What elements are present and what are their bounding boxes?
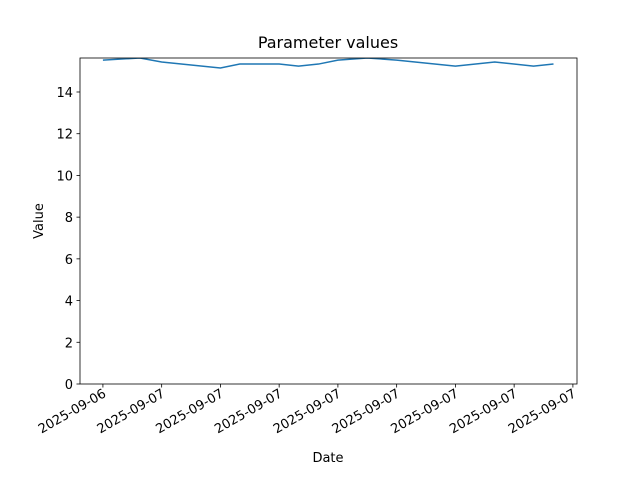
y-tick-label: 4 [65, 295, 73, 310]
y-tick-label: 0 [65, 378, 73, 393]
y-tick-label: 6 [65, 253, 73, 268]
y-tick-label: 14 [56, 86, 73, 101]
plot-area [102, 58, 554, 69]
axes-frame [79, 57, 578, 385]
y-axis-label: Value [32, 203, 47, 239]
y-tick-label: 2 [65, 336, 73, 351]
y-tick-label: 8 [65, 211, 73, 226]
x-axis-label: Date [312, 451, 343, 466]
line-series [102, 58, 554, 69]
y-tick-label: 12 [56, 128, 73, 143]
chart-title: Parameter values [258, 33, 398, 52]
y-tick-label: 10 [56, 169, 73, 184]
